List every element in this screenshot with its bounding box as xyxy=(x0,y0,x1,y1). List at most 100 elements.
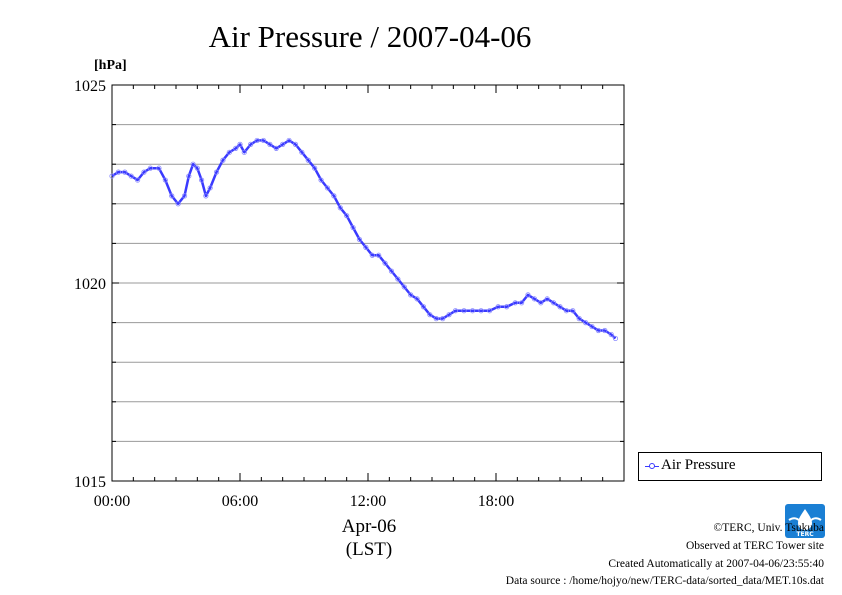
data-point xyxy=(369,252,375,258)
data-point xyxy=(602,327,608,334)
data-point xyxy=(162,177,168,183)
data-point xyxy=(486,308,493,314)
data-point xyxy=(254,137,260,144)
data-point xyxy=(241,149,247,155)
footer-observed: Observed at TERC Tower site xyxy=(685,540,824,552)
data-point xyxy=(414,296,420,302)
data-point xyxy=(248,141,254,147)
data-point xyxy=(478,308,484,314)
data-point xyxy=(203,193,209,199)
axis-ticks: 1015 1020 1025 00:00 06:00 12:00 18:00 xyxy=(74,78,625,510)
y-tick-label: 1015 xyxy=(74,474,106,491)
data-point xyxy=(525,292,531,298)
data-point xyxy=(452,308,459,314)
data-point xyxy=(147,165,153,171)
series-air-pressure xyxy=(109,137,619,342)
data-point xyxy=(220,157,226,163)
data-point xyxy=(156,165,162,171)
data-point xyxy=(420,304,427,310)
data-point xyxy=(356,236,363,243)
data-point xyxy=(122,169,128,175)
data-point xyxy=(213,169,220,175)
svg-text:TERC: TERC xyxy=(796,531,814,538)
data-point xyxy=(128,173,134,179)
data-point xyxy=(175,201,181,207)
data-point xyxy=(135,177,141,183)
data-point xyxy=(589,323,595,330)
data-point xyxy=(612,335,619,342)
data-point xyxy=(312,165,318,171)
grid-lines xyxy=(112,124,624,442)
data-point xyxy=(576,316,582,322)
data-point xyxy=(194,165,200,171)
unit-label: [hPa] xyxy=(94,58,127,73)
data-point xyxy=(292,141,299,147)
data-point xyxy=(376,252,382,258)
footer-copyright: ©TERC, Univ. Tsukuba xyxy=(713,522,824,534)
data-point xyxy=(226,149,232,155)
data-point xyxy=(595,327,602,334)
data-point xyxy=(169,193,175,199)
data-point xyxy=(141,169,147,175)
legend: Air Pressure xyxy=(638,452,822,481)
data-point xyxy=(109,173,115,179)
data-point xyxy=(237,141,243,147)
data-point xyxy=(324,185,331,191)
data-point xyxy=(280,141,286,147)
data-point xyxy=(608,331,614,338)
y-tick-label: 1020 xyxy=(74,276,106,293)
data-point xyxy=(408,292,414,298)
data-point xyxy=(427,312,433,318)
data-point xyxy=(350,224,356,231)
data-point xyxy=(550,300,557,306)
data-point xyxy=(433,316,439,322)
data-point xyxy=(512,300,518,306)
data-point xyxy=(299,149,305,155)
data-point xyxy=(563,308,570,314)
legend-marker-swatch xyxy=(649,463,655,469)
data-point xyxy=(582,319,589,326)
data-point xyxy=(446,312,452,318)
data-point xyxy=(363,244,369,250)
data-point xyxy=(186,173,192,179)
data-point xyxy=(531,296,538,302)
footer-created: Created Automatically at 2007-04-06/23:5… xyxy=(608,558,824,570)
data-point xyxy=(286,137,292,144)
data-point xyxy=(570,308,576,314)
x-tick-label: 18:00 xyxy=(478,493,514,510)
x-tick-label: 00:00 xyxy=(94,493,130,510)
data-point xyxy=(557,304,563,310)
data-point xyxy=(331,193,337,199)
x-tick-label: 06:00 xyxy=(222,493,258,510)
y-tick-label: 1025 xyxy=(74,78,106,95)
data-point xyxy=(518,300,525,306)
data-point xyxy=(401,284,407,290)
data-point xyxy=(305,157,311,163)
chart-title: Air Pressure / 2007-04-06 xyxy=(209,19,532,54)
data-point xyxy=(344,213,350,219)
data-point xyxy=(181,193,188,199)
data-point xyxy=(115,169,122,175)
data-point xyxy=(260,137,267,144)
data-point xyxy=(207,185,213,191)
data-point xyxy=(267,141,273,147)
data-point xyxy=(504,304,510,310)
data-point xyxy=(318,177,324,183)
terc-logo-icon: TERC xyxy=(785,504,825,538)
x-axis-tz-label: (LST) xyxy=(346,539,392,560)
series-line xyxy=(111,139,617,340)
data-point xyxy=(395,276,401,282)
data-point xyxy=(273,145,279,151)
data-point xyxy=(190,161,196,167)
x-tick-label: 12:00 xyxy=(350,493,386,510)
data-point xyxy=(199,177,205,183)
data-point xyxy=(440,316,446,322)
data-point xyxy=(337,205,343,211)
data-point xyxy=(388,268,395,274)
footer-source: Data source : /home/hojyo/new/TERC-data/… xyxy=(505,575,824,587)
legend-label: Air Pressure xyxy=(661,457,736,473)
data-point xyxy=(544,296,550,302)
data-point xyxy=(382,260,388,266)
data-point xyxy=(461,308,467,314)
